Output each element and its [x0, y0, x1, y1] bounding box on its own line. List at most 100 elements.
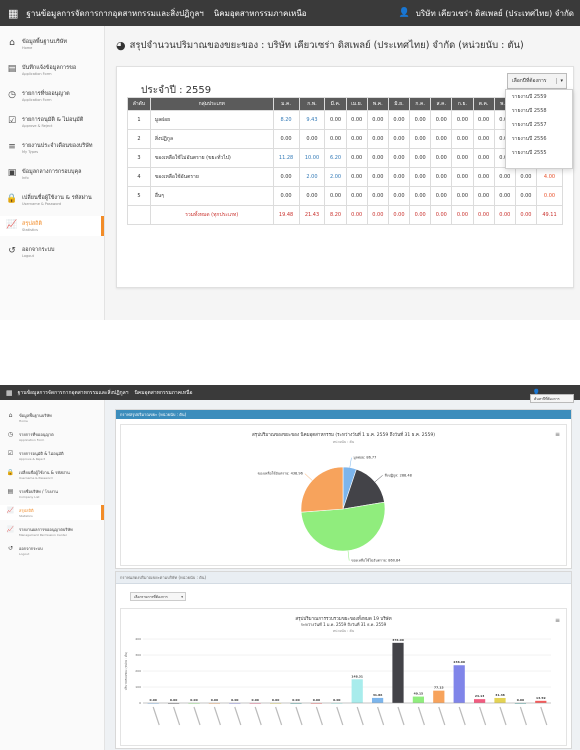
bar[interactable]	[412, 696, 425, 703]
year-search-select[interactable]: ค้นหาปีที่ต้องการ	[530, 394, 574, 403]
bar[interactable]	[371, 697, 384, 703]
chart-menu-icon[interactable]: ≡	[554, 431, 560, 438]
sidebar-item-4[interactable]: ▤ รายชื่อบริษัท / โรงงาน Company List	[0, 486, 104, 501]
table-cell: 0.00	[451, 186, 474, 206]
dropdown-option[interactable]: รายงานปี 2556	[512, 136, 547, 142]
bar-chart-area: สรุปปริมาณการรวบรวมขยะของทั้งหมด 19 บริษ…	[120, 608, 567, 746]
sidebar-item-7[interactable]: ↺ ออกจากระบบ Logout	[0, 543, 104, 558]
bar[interactable]	[167, 703, 180, 704]
bar[interactable]	[310, 703, 323, 704]
lock-icon: 🔒	[6, 194, 18, 204]
pie-slice[interactable]	[342, 468, 385, 510]
sidebar-item-1[interactable]: ◷ รายการที่ขออนุญาต Application Form	[0, 429, 104, 444]
bar[interactable]	[535, 700, 547, 703]
table-cell: 0.00	[514, 205, 538, 225]
bar[interactable]	[208, 703, 221, 704]
sidebar-item-5[interactable]: ▣ ข้อมูลกลางการกรอบบุคุล Info	[0, 164, 104, 184]
sidebar-item-7[interactable]: 📈 สรุปสถิติ Statistics	[0, 216, 104, 236]
x-tick-label	[438, 706, 446, 726]
sidebar-item-label: เปลี่ยนชื่อผู้ใช้งาน & รหัสผ่าน	[19, 470, 70, 475]
sidebar-item-sublabel: Logout	[19, 552, 30, 556]
bar-unit: หน่วยนับ : ตัน	[332, 629, 355, 633]
chart-menu-icon-2[interactable]: ≡	[554, 617, 560, 624]
table-cell: 0.00	[493, 205, 516, 225]
sidebar-item-label: บันทึกแจ้งข้อมูลการขอ	[22, 65, 77, 71]
bar[interactable]	[351, 679, 363, 703]
sidebar-item-5[interactable]: 📈 สรุปสถิติ Statistics	[0, 505, 104, 520]
dropdown-option[interactable]: รายงานปี 2558	[512, 108, 547, 114]
sidebar-item-sublabel: Application Form	[22, 72, 52, 76]
y-axis-label: ปริมาณของขยะ (หน่วย : ตัน)	[124, 652, 128, 690]
x-tick-label	[234, 706, 242, 726]
sidebar-item-4[interactable]: ≡ รายงานประจำเดือนของบริษัท My Types	[0, 138, 104, 158]
y-tick-label: 200	[135, 669, 141, 673]
bar[interactable]	[514, 703, 527, 704]
sidebar-item-2[interactable]: ☑ รายการอนุมัติ & ไม่อนุมัติ Approve & Rej…	[0, 448, 104, 463]
pie-slice[interactable]	[300, 466, 344, 513]
bar[interactable]	[229, 703, 241, 704]
sidebar-item-sublabel: Statistics	[22, 228, 38, 232]
sidebar-item-3[interactable]: 🔒 เปลี่ยนชื่อผู้ใช้งาน & รหัสผ่าน Username…	[0, 467, 104, 482]
table-cell: 0.00	[409, 110, 432, 130]
dropdown-option[interactable]: รายงานปี 2557	[512, 122, 547, 128]
app-title: ฐานข้อมูลการจัดการกากอุตสาหกรรมและสิ่งปฏ…	[26, 8, 204, 18]
sidebar-item-sublabel: Application Form	[22, 98, 52, 102]
sidebar-item-2[interactable]: ◷ รายการที่ขออนุญาต Application Form	[0, 86, 104, 106]
table-cell: 0.00	[472, 167, 495, 187]
bar[interactable]	[249, 703, 261, 704]
sidebar-item-0[interactable]: ⌂ ข้อมูลพื้นฐานบริษัท Home	[0, 410, 104, 425]
table-cell: 0.00	[387, 167, 411, 187]
user-icon[interactable]: 👤	[398, 8, 410, 18]
sidebar-item-sublabel: Statistics	[19, 514, 33, 518]
table-cell: 0.00	[366, 205, 389, 225]
bar-value-label: 236.00	[453, 660, 465, 664]
bar[interactable]	[290, 703, 302, 704]
year-select[interactable]: เลือกปีที่ต้องการ ▾	[507, 73, 567, 89]
company-select[interactable]: เลือกรายการที่ต้องการ ▾	[130, 592, 186, 601]
sidebar-item-1[interactable]: ▤ บันทึกแจ้งข้อมูลการขอ Application Form	[0, 60, 104, 80]
user-icon-2[interactable]: 👤	[532, 389, 540, 396]
bar[interactable]	[494, 697, 506, 703]
bar-value-label: 0.00	[313, 698, 320, 702]
table-cell: 0.00	[298, 186, 326, 206]
table-header: กลุ่มประเภท	[149, 97, 274, 111]
table-cell: 0.00	[272, 129, 300, 149]
grid-menu-icon-2[interactable]: ▦	[6, 388, 13, 397]
dropdown-option[interactable]: รายงานปี 2559	[512, 94, 547, 100]
table-cell: 0.00	[324, 186, 347, 206]
sidebar-item-label: เปลี่ยนชื่อผู้ใช้งาน & รหัสผ่าน	[22, 195, 92, 201]
sidebar-item-8[interactable]: ↺ ออกจากระบบ Logout	[0, 242, 104, 262]
table-cell: 6.20	[324, 148, 347, 168]
table-header: ก.พ.	[298, 97, 326, 111]
bar[interactable]	[188, 703, 200, 704]
pie-slice[interactable]	[300, 501, 386, 552]
table-header: มิ.ย.	[387, 97, 411, 111]
table-header: ลำดับ	[127, 97, 151, 111]
table-cell: 0.00	[272, 186, 300, 206]
bar[interactable]	[453, 665, 465, 703]
sidebar-item-sublabel: Approve & Reject	[22, 124, 53, 128]
bar[interactable]	[433, 690, 445, 703]
grid-menu-icon[interactable]: ▦	[8, 6, 19, 20]
clock-icon: ◷	[8, 90, 16, 100]
sidebar-item-0[interactable]: ⌂ ข้อมูลพื้นฐานบริษัท Home	[0, 34, 104, 54]
top-navbar-2: ▦ ฐานข้อมูลการจัดการกากอุตสาหกรรมและสิ่ง…	[0, 385, 580, 400]
chevron-down-icon-2: ▾	[181, 594, 183, 599]
user-name[interactable]: บริษัท เคียวเซร่า ดิสเพลย์ (ประเทศไทย) จ…	[415, 8, 574, 18]
sidebar-item-6[interactable]: 🔒 เปลี่ยนชื่อผู้ใช้งาน & รหัสผ่าน Username…	[0, 190, 104, 210]
bar[interactable]	[269, 703, 282, 704]
dropdown-option[interactable]: รายงานปี 2555	[512, 150, 547, 156]
sidebar-item-label: รายชื่อบริษัท / โรงงาน	[19, 489, 58, 494]
bar[interactable]	[392, 642, 404, 703]
table-cell: 0.00	[366, 167, 389, 187]
list-icon: ≡	[8, 142, 16, 152]
table-cell: 0.00	[345, 148, 368, 168]
bar[interactable]	[147, 703, 159, 704]
bar[interactable]	[331, 703, 343, 704]
sidebar-item-3[interactable]: ☑ รายการอนุมัติ & ไม่อนุมัติ Approve & Rej…	[0, 112, 104, 132]
y-tick-label: 400	[135, 637, 141, 641]
bar[interactable]	[473, 699, 486, 703]
x-tick-label	[336, 706, 344, 726]
sidebar-item-6[interactable]: 📈 รายงานผลการขออนุญาตบริษัท Management Per…	[0, 524, 104, 539]
table-row: 4 ของเหลือใช้อันตราย 0.00 2.00 2.00 0.00 0.00 0…	[127, 167, 563, 187]
